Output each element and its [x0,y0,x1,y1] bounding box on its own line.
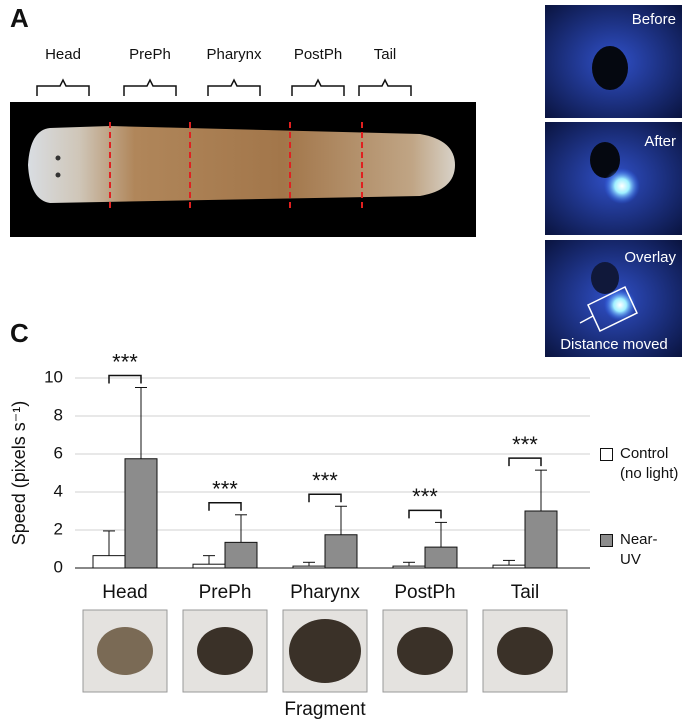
legend-item: Control (no light) [600,444,688,484]
legend-item: Near-UV [600,530,688,570]
bar [124,458,158,569]
brace [358,78,412,96]
brace [36,78,90,96]
y-tick-label: 2 [54,519,63,538]
x-tick-label: Head [102,582,147,603]
bar [292,565,326,569]
significance-bracket [208,502,242,511]
bar [192,563,226,569]
legend-label: Control (no light) [620,445,679,482]
x-tick-label: PostPh [394,582,455,603]
y-tick-label: 6 [54,443,63,462]
significance: *** [112,349,138,374]
bar [492,564,526,569]
y-axis-label: Speed (pixels s⁻¹) [9,401,29,546]
bar [424,546,458,569]
legend-label: Near-UV [620,531,658,568]
significance: *** [512,432,538,457]
fragment [397,627,453,675]
significance: *** [212,477,238,502]
bar [224,541,258,569]
frame-label: After [644,133,676,150]
bar [92,555,126,569]
panel-label: A [10,3,29,33]
brace [291,78,345,96]
region-label: Head [45,46,81,63]
fragment [97,627,153,675]
significance-bracket [108,374,142,384]
y-tick-label: 8 [54,405,63,424]
x-tick-label: PrePh [199,582,252,603]
region-label: PrePh [129,46,171,63]
significance: *** [312,468,338,493]
y-tick-label: 4 [54,481,63,500]
legend-swatch [600,448,613,461]
y-tick-label: 0 [54,557,63,576]
worm [28,126,455,203]
significance-bracket [408,509,442,519]
x-tick-label: Pharynx [290,582,360,603]
panel-label: C [10,318,29,348]
significance: *** [412,484,438,509]
bar [392,565,426,569]
frame-label: Overlay [624,249,676,266]
cut-lines [109,122,363,210]
fragment [289,619,361,683]
frame-annotation: Distance moved [560,336,668,353]
frame-label: Before [632,11,676,28]
frames [545,5,682,357]
x-axis-label: Fragment [284,699,366,720]
y-tick-label: 10 [44,367,63,386]
significance-bracket [308,493,342,503]
bar [324,534,358,569]
legend-swatch [600,534,613,547]
region-label: Tail [374,46,397,63]
eye [55,172,61,178]
fragment [497,627,553,675]
fragment [197,627,253,675]
significance-bracket [508,457,542,467]
region-label: PostPh [294,46,342,63]
bar [524,510,558,569]
region-label: Pharynx [206,46,262,63]
eye [55,155,61,161]
brace [123,78,177,96]
x-tick-label: Tail [511,582,540,603]
brace [207,78,261,96]
